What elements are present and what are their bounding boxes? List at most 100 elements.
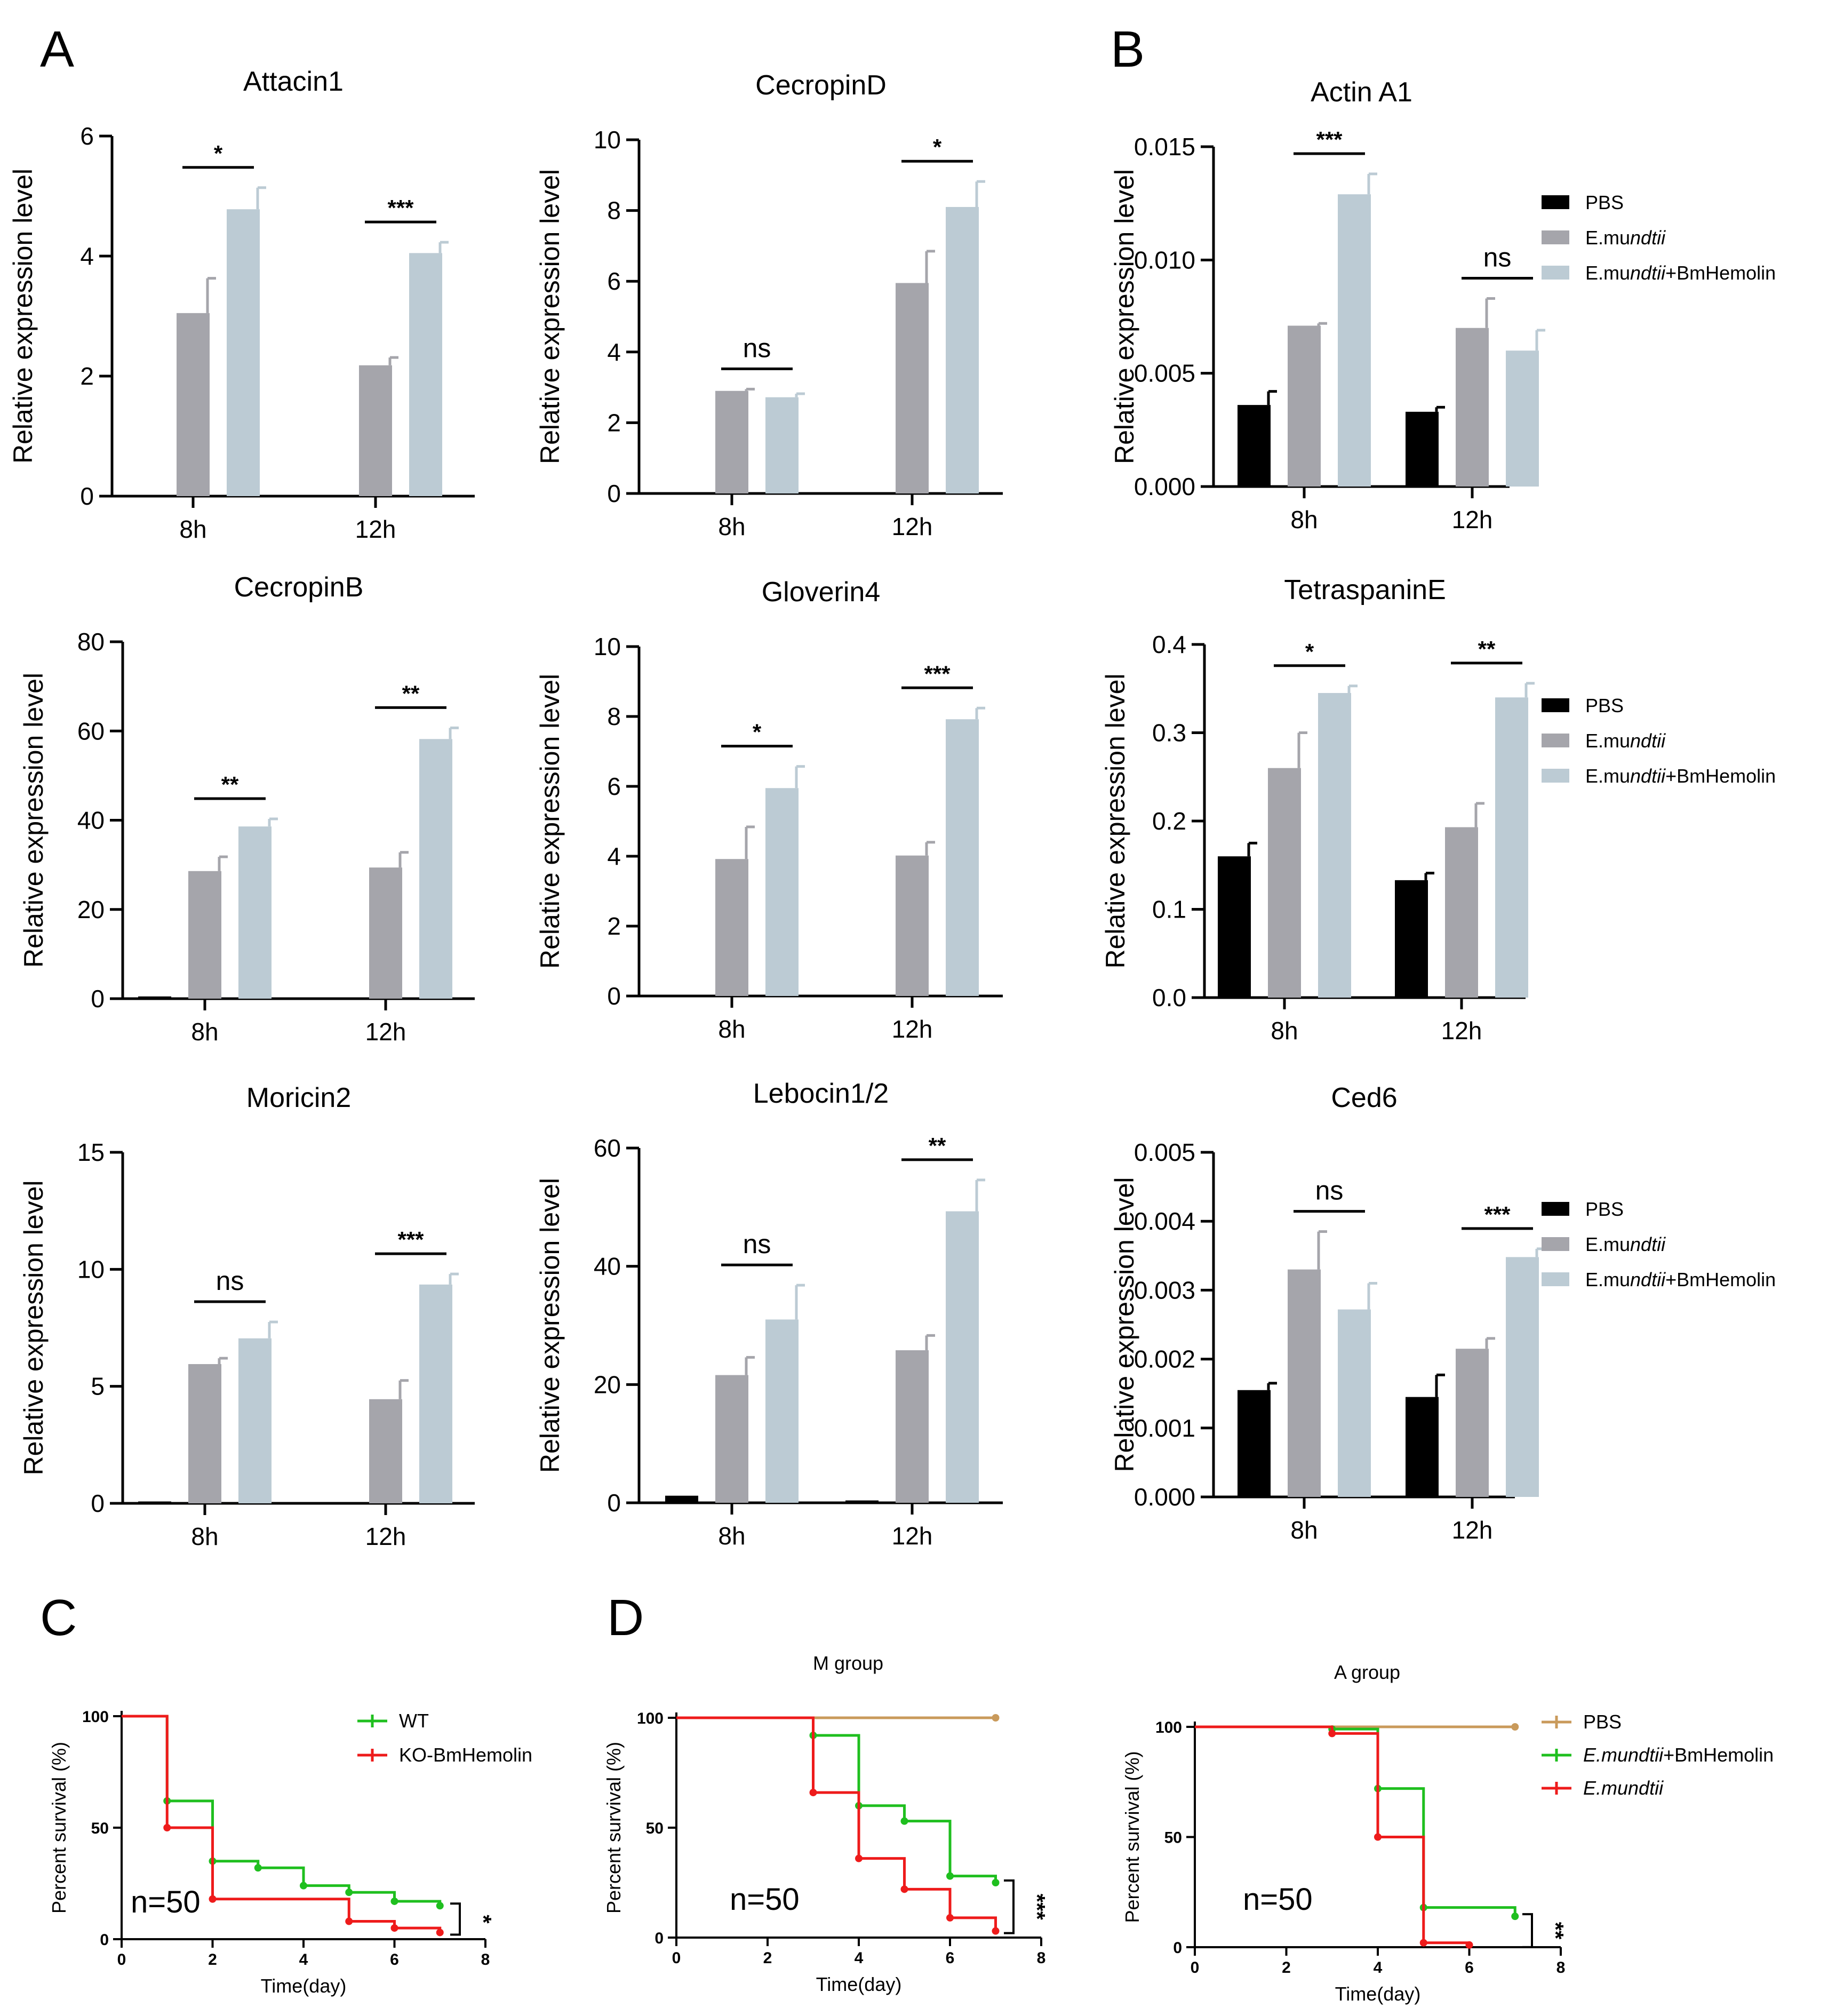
bar-pbs bbox=[665, 995, 698, 996]
actinA1-chart: Actin A1 Relative expression level 0.000 0.… bbox=[1109, 77, 1545, 533]
x-tick-label: 4 bbox=[855, 1949, 864, 1967]
attacin1-chart: Attacin1 Relative expression level 0 2 4 6 8h *… bbox=[8, 66, 475, 543]
x-tick-label: 8h bbox=[191, 1523, 218, 1550]
survival-curve-e-mundtii-bmhemolin bbox=[676, 1716, 997, 1883]
event-point bbox=[1328, 1730, 1336, 1738]
y-tick-label: 0 bbox=[607, 1489, 621, 1517]
legend-label-hemolin: E.mundtii+BmHemolin bbox=[1585, 262, 1776, 284]
y-tick-label: 0 bbox=[80, 482, 94, 510]
bar-e-mundtii bbox=[715, 391, 748, 493]
y-tick-label: 40 bbox=[594, 1253, 621, 1280]
bar-e-mundtii bbox=[1456, 328, 1489, 487]
event-point bbox=[300, 1882, 307, 1890]
x-tick-label: 12h bbox=[365, 1018, 406, 1046]
cecropinD-chart: CecropinD Relative expression level 0 2 4 6 8 1… bbox=[535, 70, 1003, 540]
bar-e-mundtii-bmhemolin bbox=[238, 1338, 272, 1503]
y-axis-title: Percent survival (%) bbox=[48, 1742, 70, 1914]
gloverin4-chart: Gloverin4 Relative expression level 0 2 4 6 8 1… bbox=[535, 577, 1003, 1043]
x-tick-label: 8 bbox=[481, 1951, 490, 1969]
significance-label: ns bbox=[743, 1229, 771, 1259]
x-tick-label: 8 bbox=[1037, 1949, 1046, 1967]
legend-label-pbs: PBS bbox=[1583, 1711, 1622, 1733]
x-tick-label: 12h bbox=[1452, 506, 1493, 533]
y-tick-label: 0.001 bbox=[1134, 1414, 1195, 1442]
event-point bbox=[900, 1817, 908, 1825]
legend-label-pbs: PBS bbox=[1585, 695, 1624, 716]
bar-pbs bbox=[1406, 1397, 1439, 1497]
bar-e-mundtii-bmhemolin bbox=[419, 739, 452, 999]
chart-title: Actin A1 bbox=[1311, 77, 1412, 108]
legend-label-emundtii: E.mundtii bbox=[1585, 1233, 1666, 1255]
legend-label-emundtii: E.mundtii bbox=[1583, 1777, 1664, 1799]
significance-label: *** bbox=[1316, 127, 1343, 152]
x-tick-label: 8h bbox=[1290, 506, 1318, 533]
significance-label: *** bbox=[387, 195, 414, 220]
legend-label-wt: WT bbox=[399, 1710, 429, 1732]
y-tick-label: 5 bbox=[91, 1373, 105, 1400]
y-tick-label: 4 bbox=[80, 242, 94, 270]
y-tick-label: 0 bbox=[607, 982, 621, 1010]
event-point bbox=[209, 1895, 217, 1903]
bar-e-mundtii-bmhemolin bbox=[238, 826, 272, 999]
y-tick-label: 0 bbox=[607, 480, 621, 507]
bar-e-mundtii-bmhemolin bbox=[409, 253, 442, 496]
y-axis-title: Relative expression level bbox=[1100, 673, 1130, 968]
x-tick-label: 8h bbox=[718, 513, 745, 540]
ced6-chart: Ced6 Relative expression level 0.000 0.001 0… bbox=[1109, 1082, 1545, 1544]
bar-e-mundtii-bmhemolin bbox=[227, 209, 260, 496]
bar-e-mundtii bbox=[188, 871, 221, 999]
significance-label: ** bbox=[1478, 636, 1496, 662]
legend-label-hemolin: E.mundtii+BmHemolin bbox=[1585, 1269, 1776, 1290]
y-tick-label: 0 bbox=[654, 1930, 664, 1947]
y-tick-label: 0.003 bbox=[1134, 1276, 1195, 1304]
legend-swatch-emundtii bbox=[1542, 1237, 1569, 1251]
legend-label-ko: KO-BmHemolin bbox=[399, 1744, 532, 1766]
bar-e-mundtii-bmhemolin bbox=[1495, 697, 1528, 998]
legend-actinA1: PBS E.mundtii E.mundtii+BmHemolin bbox=[1542, 192, 1776, 284]
survival-curve-e-mundtii bbox=[1195, 1725, 1471, 1945]
y-tick-label: 50 bbox=[646, 1820, 664, 1837]
legend-swatch-hemolin bbox=[1542, 1272, 1569, 1286]
significance-label: * bbox=[753, 720, 762, 745]
bar-e-mundtii bbox=[1445, 827, 1478, 998]
y-tick-label: 0.010 bbox=[1134, 246, 1195, 274]
y-tick-label: 6 bbox=[80, 122, 94, 150]
significance-label: ns bbox=[1315, 1176, 1344, 1206]
y-tick-label: 2 bbox=[80, 362, 94, 390]
y-axis-title: Relative expression level bbox=[535, 1178, 565, 1473]
x-tick-label: 8h bbox=[191, 1018, 218, 1046]
legend-label-hemolin: E.mundtii+BmHemolin bbox=[1583, 1744, 1774, 1766]
km-chart-c: Percent survival (%) Time(day) 0 50 100 0 2 4 6 8… bbox=[48, 1708, 496, 1997]
x-tick-label: 4 bbox=[299, 1951, 308, 1969]
y-tick-label: 60 bbox=[594, 1134, 621, 1162]
km-chart-m-group: M group Percent survival (%) Time(day) 0 50 1… bbox=[603, 1652, 1050, 1995]
bar-e-mundtii bbox=[1288, 1269, 1321, 1497]
chart-title: Lebocin1/2 bbox=[753, 1078, 889, 1109]
legend-swatch-emundtii bbox=[1542, 230, 1569, 244]
cecropinB-chart: CecropinB Relative expression level 0 20 40 6… bbox=[19, 572, 475, 1046]
y-tick-label: 10 bbox=[594, 633, 621, 660]
legend-label-hemolin: E.mundtii+BmHemolin bbox=[1585, 765, 1776, 787]
panel-label-d: D bbox=[607, 1589, 644, 1646]
y-axis-title: Relative expression level bbox=[535, 169, 565, 464]
y-tick-label: 4 bbox=[607, 338, 621, 366]
significance-label: * bbox=[471, 1915, 496, 1924]
event-point bbox=[946, 1872, 954, 1880]
bar-e-mundtii bbox=[1456, 1349, 1489, 1497]
moricin2-chart: Moricin2 Relative expression level 0 5 10 15 8… bbox=[19, 1082, 475, 1550]
tetraspaninE-chart: TetraspaninE Relative expression level 0.0… bbox=[1100, 575, 1535, 1045]
significance-label: *** bbox=[1025, 1894, 1050, 1921]
y-tick-label: 80 bbox=[77, 628, 105, 656]
y-axis-title: Percent survival (%) bbox=[603, 1742, 625, 1914]
bar-pbs bbox=[126, 495, 159, 496]
bar-pbs bbox=[845, 1500, 879, 1503]
x-tick-label: 6 bbox=[390, 1951, 399, 1969]
bar-e-mundtii bbox=[896, 1350, 929, 1503]
panel-label-c: C bbox=[40, 1589, 77, 1646]
x-axis-title: Time(day) bbox=[1335, 1983, 1421, 2005]
bar-e-mundtii bbox=[896, 855, 929, 996]
bar-e-mundtii-bmhemolin bbox=[419, 1284, 452, 1503]
bar-e-mundtii bbox=[715, 859, 748, 996]
event-point bbox=[855, 1854, 863, 1862]
legend-swatch-hemolin bbox=[1542, 769, 1569, 783]
